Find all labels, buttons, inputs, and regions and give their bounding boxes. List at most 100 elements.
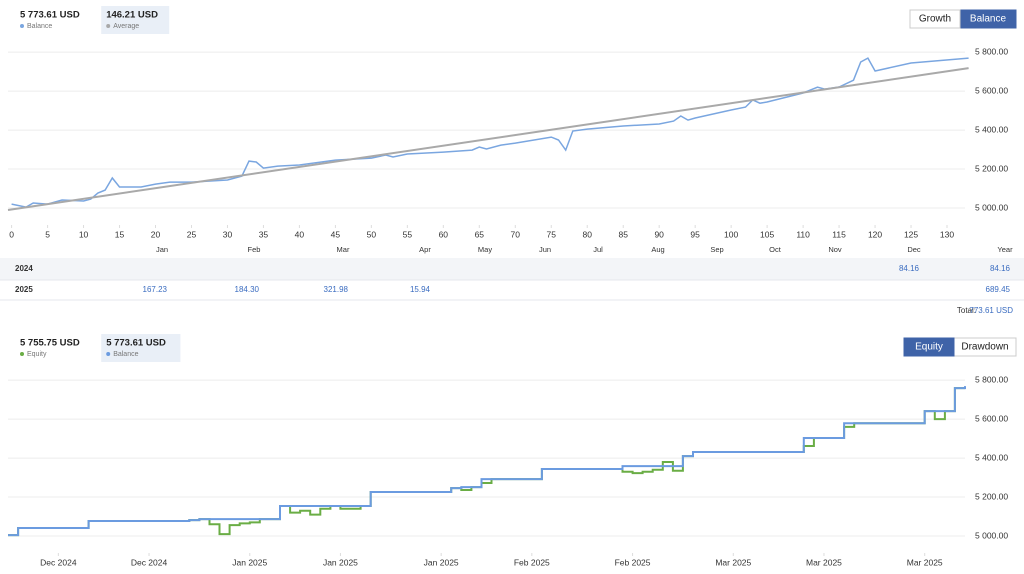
x-tick-label: 80 <box>583 229 593 239</box>
legend-dot <box>20 24 24 28</box>
legend-dot <box>20 352 24 356</box>
x-tick-label: Feb 2025 <box>615 557 651 567</box>
legend-dot <box>106 352 111 356</box>
column-header: Jan <box>156 245 168 254</box>
legend-value: 5 755.75 USD <box>20 338 80 349</box>
legend-box <box>101 6 170 34</box>
y-tick-label: 5 400.00 <box>975 124 1008 134</box>
table-cell: 84.16 <box>990 264 1011 273</box>
y-tick-label: 5 800.00 <box>975 374 1008 384</box>
table-cell: 184.30 <box>235 285 260 294</box>
table-cell: 15.94 <box>410 285 431 294</box>
legend-box <box>15 334 95 362</box>
x-tick-label: 40 <box>295 229 305 239</box>
x-tick-label: 110 <box>796 229 810 239</box>
series-step <box>8 386 966 537</box>
x-tick-label: 85 <box>618 229 628 239</box>
x-tick-label: Mar 2025 <box>715 557 751 567</box>
series-line <box>7 67 969 211</box>
column-header: Feb <box>248 245 261 254</box>
series-line <box>11 57 969 208</box>
y-tick-label: 5 200.00 <box>975 163 1008 173</box>
row-label: 2025 <box>15 285 33 294</box>
column-header: May <box>478 245 492 254</box>
toggle-button-label[interactable]: Equity <box>915 342 943 353</box>
x-tick-label: 0 <box>9 229 14 239</box>
legend-value: 5 773.61 USD <box>106 338 166 349</box>
x-tick-label: Dec 2024 <box>40 557 77 567</box>
legend-box <box>15 6 95 34</box>
x-tick-label: 75 <box>547 229 557 239</box>
toggle-button-label[interactable]: Balance <box>970 14 1007 25</box>
y-tick-label: 5 000.00 <box>975 530 1008 540</box>
series-step <box>8 387 966 537</box>
legend-box <box>101 334 181 362</box>
x-tick-label: 70 <box>511 229 521 239</box>
x-tick-label: Feb 2025 <box>514 557 550 567</box>
legend-value: 5 773.61 USD <box>20 10 80 21</box>
x-tick-label: 45 <box>331 229 341 239</box>
column-header: Sep <box>710 245 723 254</box>
column-header: Oct <box>769 245 782 254</box>
x-tick-label: 5 <box>45 229 50 239</box>
table-cell: 321.98 <box>324 285 349 294</box>
x-tick-label: 65 <box>475 229 485 239</box>
x-tick-label: 60 <box>439 229 449 239</box>
column-header: Nov <box>828 245 842 254</box>
column-header: Apr <box>419 245 431 254</box>
x-tick-label: 95 <box>690 229 700 239</box>
y-tick-label: 5 400.00 <box>975 452 1008 462</box>
row-band <box>0 258 1024 280</box>
legend-value: 146.21 USD <box>106 10 158 21</box>
y-tick-label: 5 000.00 <box>975 202 1008 212</box>
row-label: 2024 <box>15 264 33 273</box>
table-cell: 84.16 <box>899 264 920 273</box>
x-tick-label: 35 <box>259 229 269 239</box>
x-tick-label: 90 <box>654 229 664 239</box>
toggle-button[interactable] <box>909 9 961 29</box>
x-tick-label: 25 <box>187 229 197 239</box>
toggle-button-label[interactable]: Growth <box>919 14 951 25</box>
x-tick-label: Mar 2025 <box>806 557 842 567</box>
x-tick-label: Dec 2024 <box>131 557 168 567</box>
x-tick-label: Jan 2025 <box>323 557 358 567</box>
x-tick-label: 120 <box>868 229 882 239</box>
x-tick-label: 125 <box>904 229 918 239</box>
y-tick-label: 5 600.00 <box>975 85 1008 95</box>
legend-name: Average <box>113 23 139 30</box>
table-cell: 167.23 <box>143 285 168 294</box>
column-header: Dec <box>907 245 921 254</box>
y-tick-label: 5 600.00 <box>975 413 1008 423</box>
toggle-button-label[interactable]: Drawdown <box>961 342 1008 353</box>
legend-dot <box>106 24 111 28</box>
column-header: Jul <box>593 245 603 254</box>
column-header: Aug <box>651 245 664 254</box>
total-label: Total: <box>957 306 976 315</box>
x-tick-label: 50 <box>367 229 377 239</box>
toggle-button[interactable] <box>903 337 955 357</box>
x-tick-label: Jan 2025 <box>424 557 459 567</box>
x-tick-label: Jan 2025 <box>232 557 267 567</box>
table-cell: 689.45 <box>986 285 1011 294</box>
x-tick-label: 10 <box>79 229 89 239</box>
x-tick-label: 100 <box>724 229 738 239</box>
legend-name: Balance <box>27 23 52 30</box>
x-tick-label: Mar 2025 <box>907 557 943 567</box>
column-header: Year <box>997 245 1013 254</box>
x-tick-label: 105 <box>760 229 774 239</box>
total-value: 773.61 USD <box>969 306 1013 315</box>
column-header: Mar <box>337 245 350 254</box>
y-tick-label: 5 200.00 <box>975 491 1008 501</box>
column-header: Jun <box>539 245 551 254</box>
x-tick-label: 115 <box>832 229 846 239</box>
x-tick-label: 30 <box>223 229 233 239</box>
x-tick-label: 20 <box>151 229 161 239</box>
y-tick-label: 5 800.00 <box>975 46 1008 56</box>
legend-name: Balance <box>113 351 138 358</box>
legend-name: Equity <box>27 351 47 358</box>
x-tick-label: 15 <box>115 229 125 239</box>
x-tick-label: 130 <box>940 229 954 239</box>
x-tick-label: 55 <box>403 229 413 239</box>
